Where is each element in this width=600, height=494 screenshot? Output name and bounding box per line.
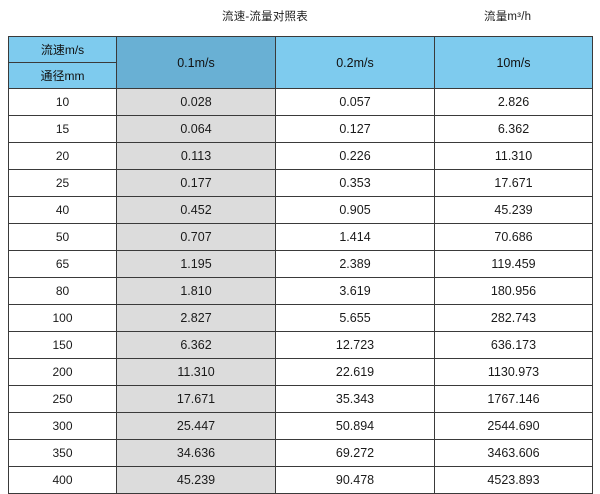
cell-flow-10: 119.459 — [434, 250, 593, 278]
cell-flow-02: 0.226 — [275, 142, 435, 170]
cell-diameter: 25 — [8, 169, 117, 197]
cell-flow-01: 45.239 — [116, 466, 276, 494]
table-row: 350 34.636 69.272 3463.606 — [8, 439, 593, 467]
cell-diameter: 200 — [8, 358, 117, 386]
cell-flow-01: 0.452 — [116, 196, 276, 224]
cell-diameter: 20 — [8, 142, 117, 170]
caption-bar: 流速-流量对照表 流量m³/h — [0, 0, 600, 34]
cell-flow-02: 0.353 — [275, 169, 435, 197]
cell-diameter: 50 — [8, 223, 117, 251]
table-row: 65 1.195 2.389 119.459 — [8, 250, 593, 278]
cell-diameter: 10 — [8, 88, 117, 116]
column-header-velocity-2[interactable]: 0.2m/s — [275, 36, 435, 89]
header-corner-velocity-label: 流速m/s — [8, 36, 117, 63]
cell-diameter: 80 — [8, 277, 117, 305]
cell-diameter: 40 — [8, 196, 117, 224]
cell-flow-10: 180.956 — [434, 277, 593, 305]
cell-diameter: 250 — [8, 385, 117, 413]
cell-diameter: 400 — [8, 466, 117, 494]
table-row: 10 0.028 0.057 2.826 — [8, 88, 593, 116]
cell-flow-10: 17.671 — [434, 169, 593, 197]
cell-flow-01: 0.177 — [116, 169, 276, 197]
cell-flow-01: 0.113 — [116, 142, 276, 170]
cell-flow-01: 0.064 — [116, 115, 276, 143]
cell-flow-01: 25.447 — [116, 412, 276, 440]
cell-flow-01: 0.028 — [116, 88, 276, 116]
column-header-velocity-3[interactable]: 10m/s — [434, 36, 593, 89]
cell-flow-01: 1.195 — [116, 250, 276, 278]
cell-diameter: 350 — [8, 439, 117, 467]
cell-flow-10: 1130.973 — [434, 358, 593, 386]
cell-flow-02: 2.389 — [275, 250, 435, 278]
cell-flow-02: 50.894 — [275, 412, 435, 440]
cell-flow-01: 2.827 — [116, 304, 276, 332]
column-header-velocity-1[interactable]: 0.1m/s — [116, 36, 276, 89]
cell-flow-10: 6.362 — [434, 115, 593, 143]
table-row: 400 45.239 90.478 4523.893 — [8, 466, 593, 494]
cell-flow-02: 1.414 — [275, 223, 435, 251]
cell-flow-02: 0.905 — [275, 196, 435, 224]
cell-flow-02: 0.057 — [275, 88, 435, 116]
table-header: 流速m/s 0.1m/s 0.2m/s 10m/s 通径mm — [8, 36, 593, 89]
cell-diameter: 150 — [8, 331, 117, 359]
table-row: 250 17.671 35.343 1767.146 — [8, 385, 593, 413]
cell-flow-10: 636.173 — [434, 331, 593, 359]
page-title: 流速-流量对照表 — [222, 11, 308, 23]
table-row: 25 0.177 0.353 17.671 — [8, 169, 593, 197]
cell-flow-02: 69.272 — [275, 439, 435, 467]
cell-flow-02: 5.655 — [275, 304, 435, 332]
cell-flow-01: 1.810 — [116, 277, 276, 305]
cell-flow-02: 0.127 — [275, 115, 435, 143]
cell-diameter: 15 — [8, 115, 117, 143]
cell-diameter: 300 — [8, 412, 117, 440]
cell-flow-02: 90.478 — [275, 466, 435, 494]
cell-flow-01: 34.636 — [116, 439, 276, 467]
cell-flow-10: 282.743 — [434, 304, 593, 332]
cell-flow-02: 35.343 — [275, 385, 435, 413]
cell-diameter: 65 — [8, 250, 117, 278]
table-row: 150 6.362 12.723 636.173 — [8, 331, 593, 359]
cell-flow-10: 11.310 — [434, 142, 593, 170]
cell-flow-10: 3463.606 — [434, 439, 593, 467]
cell-diameter: 100 — [8, 304, 117, 332]
table-row: 15 0.064 0.127 6.362 — [8, 115, 593, 143]
cell-flow-02: 3.619 — [275, 277, 435, 305]
cell-flow-02: 22.619 — [275, 358, 435, 386]
cell-flow-01: 6.362 — [116, 331, 276, 359]
table-row: 300 25.447 50.894 2544.690 — [8, 412, 593, 440]
cell-flow-10: 1767.146 — [434, 385, 593, 413]
cell-flow-01: 17.671 — [116, 385, 276, 413]
flow-rate-table-container: 流速m/s 0.1m/s 0.2m/s 10m/s 通径mm 10 0.028 … — [8, 36, 593, 494]
table-row: 20 0.113 0.226 11.310 — [8, 142, 593, 170]
cell-flow-10: 4523.893 — [434, 466, 593, 494]
table-row: 40 0.452 0.905 45.239 — [8, 196, 593, 224]
table-row: 50 0.707 1.414 70.686 — [8, 223, 593, 251]
flow-rate-table: 流速m/s 0.1m/s 0.2m/s 10m/s 通径mm 10 0.028 … — [8, 36, 593, 494]
cell-flow-01: 11.310 — [116, 358, 276, 386]
cell-flow-01: 0.707 — [116, 223, 276, 251]
header-corner-diameter-label: 通径mm — [8, 62, 117, 89]
header-row-bottom: 通径mm — [8, 62, 593, 89]
table-row: 200 11.310 22.619 1130.973 — [8, 358, 593, 386]
table-body: 10 0.028 0.057 2.826 15 0.064 0.127 6.36… — [8, 88, 593, 494]
table-row: 80 1.810 3.619 180.956 — [8, 277, 593, 305]
cell-flow-10: 2544.690 — [434, 412, 593, 440]
cell-flow-10: 2.826 — [434, 88, 593, 116]
unit-title: 流量m³/h — [484, 11, 532, 23]
cell-flow-02: 12.723 — [275, 331, 435, 359]
table-row: 100 2.827 5.655 282.743 — [8, 304, 593, 332]
cell-flow-10: 45.239 — [434, 196, 593, 224]
cell-flow-10: 70.686 — [434, 223, 593, 251]
header-row-top: 流速m/s 0.1m/s 0.2m/s 10m/s — [8, 36, 593, 89]
